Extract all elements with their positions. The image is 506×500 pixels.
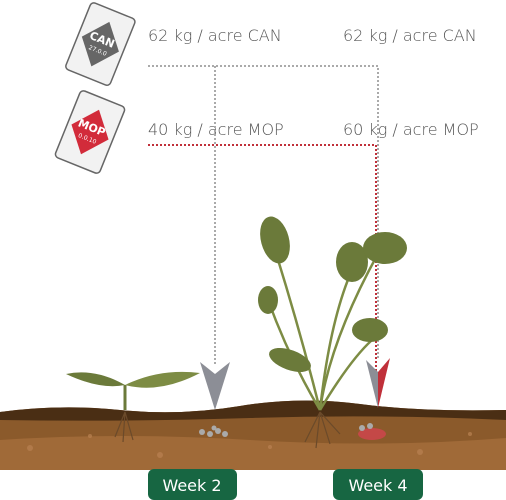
diagram: CAN 27.0.0 MOP 0.0.10 62 kg / acre CAN 6…	[0, 0, 506, 500]
rate-label: 62 kg / acre CAN	[343, 26, 477, 45]
rate-label: 62 kg / acre CAN	[148, 26, 282, 45]
mop-bag: MOP 0.0.10	[54, 90, 125, 175]
week-label: Week 2	[162, 476, 221, 495]
soil	[0, 400, 506, 470]
arrow	[366, 360, 378, 408]
can-bag: CAN 27.0.0	[65, 2, 136, 87]
rate-label: 60 kg / acre MOP	[343, 120, 479, 139]
arrow	[200, 362, 230, 410]
arrow	[378, 358, 390, 408]
week-label: Week 4	[348, 476, 407, 495]
